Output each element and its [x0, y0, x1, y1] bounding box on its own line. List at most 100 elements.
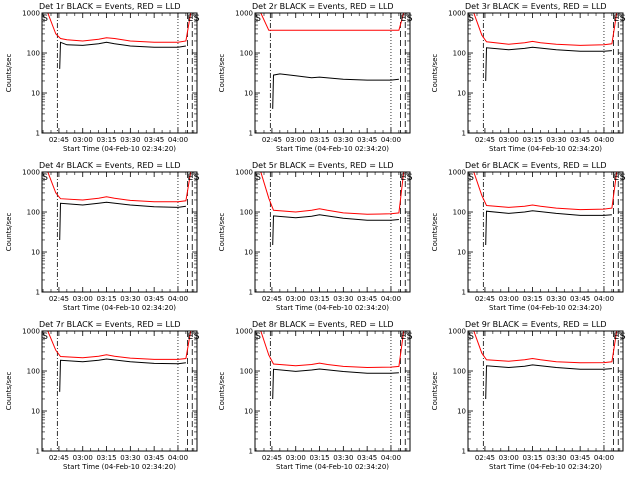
y-axis-label: Counts/sec: [431, 54, 439, 93]
y-tick-label: 1000: [22, 169, 40, 177]
x-tick-label: 04:00: [594, 295, 614, 303]
x-tick-label: 04:00: [381, 295, 401, 303]
events-series-line: [272, 368, 399, 400]
x-tick-label: 03:00: [73, 295, 93, 303]
y-tick-label: 10: [31, 90, 40, 98]
chart-panel: Det 1r BLACK = Events, RED = LLD Counts/s…: [5, 2, 200, 153]
x-tick-label: 03:30: [120, 454, 140, 462]
plot-frame: [254, 171, 411, 293]
plot-frame: [467, 330, 624, 452]
x-tick-label: 02:45: [49, 295, 69, 303]
y-axis-label: Counts/sec: [5, 213, 13, 252]
interval-marker-e: E: [187, 14, 193, 24]
x-axis-label: Start Time (04-Feb-10 02:34:20): [489, 463, 602, 471]
y-tick-label: 1: [249, 289, 253, 297]
y-axis-label: Counts/sec: [218, 372, 226, 411]
x-tick-label: 02:45: [49, 454, 69, 462]
chart-title: Det 2r BLACK = Events, RED = LLD: [252, 2, 394, 11]
interval-marker-s: S: [255, 14, 261, 24]
chart-title: Det 1r BLACK = Events, RED = LLD: [39, 2, 181, 11]
y-tick-label: 1: [462, 448, 466, 456]
y-tick-label: 1: [462, 130, 466, 138]
interval-marker-s: S: [255, 332, 261, 342]
y-tick-label: 10: [244, 90, 253, 98]
x-tick-label: 03:45: [570, 454, 590, 462]
x-tick-label: 03:30: [333, 136, 353, 144]
y-tick-label: 10: [457, 408, 466, 416]
x-axis-label: Start Time (04-Feb-10 02:34:20): [63, 145, 176, 153]
plot-frame: [254, 330, 411, 452]
x-tick-label: 03:15: [522, 136, 542, 144]
interval-marker-e: E: [400, 173, 406, 183]
x-tick-label: 03:00: [73, 136, 93, 144]
x-axis-label: Start Time (04-Feb-10 02:34:20): [276, 145, 389, 153]
y-tick-label: 100: [27, 368, 40, 376]
x-tick-label: 03:45: [570, 295, 590, 303]
lld-series-line: [255, 330, 410, 369]
y-tick-label: 100: [453, 368, 466, 376]
x-tick-label: 03:30: [546, 295, 566, 303]
y-axis-label: Counts/sec: [431, 213, 439, 252]
y-tick-label: 10: [31, 249, 40, 257]
x-tick-label: 03:00: [499, 136, 519, 144]
interval-marker-e: E: [613, 332, 619, 342]
plot-frame: [41, 330, 198, 452]
x-tick-label: 04:00: [381, 136, 401, 144]
interval-marker-e: E: [613, 14, 619, 24]
interval-marker-e: E: [187, 332, 193, 342]
chart-title: Det 6r BLACK = Events, RED = LLD: [465, 161, 607, 170]
x-tick-label: 03:30: [120, 295, 140, 303]
x-tick-label: 04:00: [168, 136, 188, 144]
interval-marker-s: S: [42, 332, 48, 342]
x-tick-label: 03:15: [96, 295, 116, 303]
x-tick-label: 03:45: [144, 295, 164, 303]
x-tick-label: 03:30: [546, 136, 566, 144]
events-series-line: [272, 214, 399, 246]
events-series-line: [59, 41, 186, 69]
x-tick-label: 02:45: [262, 136, 282, 144]
lld-series-line: [255, 12, 410, 31]
x-tick-label: 02:45: [262, 454, 282, 462]
plot-frame: [467, 171, 624, 293]
y-tick-label: 100: [240, 50, 253, 58]
events-series-line: [485, 210, 612, 246]
y-tick-label: 100: [240, 368, 253, 376]
lld-series-line: [255, 171, 410, 215]
x-tick-label: 03:30: [120, 136, 140, 144]
y-tick-label: 1: [249, 448, 253, 456]
y-tick-label: 1: [249, 130, 253, 138]
y-tick-label: 10: [457, 249, 466, 257]
y-tick-label: 1000: [22, 328, 40, 336]
x-axis-label: Start Time (04-Feb-10 02:34:20): [63, 463, 176, 471]
interval-marker-e: E: [400, 14, 406, 24]
events-series-line: [59, 201, 186, 241]
chart-title: Det 4r BLACK = Events, RED = LLD: [39, 161, 181, 170]
interval-marker-s: S: [468, 332, 474, 342]
x-tick-label: 03:00: [499, 454, 519, 462]
interval-marker-e: E: [613, 173, 619, 183]
x-axis-label: Start Time (04-Feb-10 02:34:20): [489, 145, 602, 153]
lld-series-line: [42, 12, 197, 43]
x-tick-label: 03:15: [522, 454, 542, 462]
x-tick-label: 04:00: [594, 136, 614, 144]
x-tick-label: 02:45: [475, 295, 495, 303]
interval-marker-s: S: [42, 14, 48, 24]
events-series-line: [485, 364, 612, 400]
interval-marker-s: S: [468, 14, 474, 24]
y-tick-label: 10: [31, 408, 40, 416]
y-axis-label: Counts/sec: [5, 372, 13, 411]
y-tick-label: 1000: [448, 169, 466, 177]
chart-panel: Det 7r BLACK = Events, RED = LLD Counts/s…: [5, 320, 200, 471]
x-tick-label: 03:15: [96, 454, 116, 462]
lld-series-line: [468, 330, 623, 364]
y-tick-label: 100: [27, 50, 40, 58]
x-axis-label: Start Time (04-Feb-10 02:34:20): [63, 304, 176, 312]
x-tick-label: 03:00: [499, 295, 519, 303]
x-tick-label: 03:00: [286, 295, 306, 303]
y-tick-label: 1: [36, 130, 40, 138]
x-tick-label: 03:45: [357, 295, 377, 303]
interval-marker-e: E: [187, 173, 193, 183]
plot-frame: [41, 171, 198, 293]
x-tick-label: 03:00: [286, 136, 306, 144]
y-tick-label: 100: [27, 209, 40, 217]
